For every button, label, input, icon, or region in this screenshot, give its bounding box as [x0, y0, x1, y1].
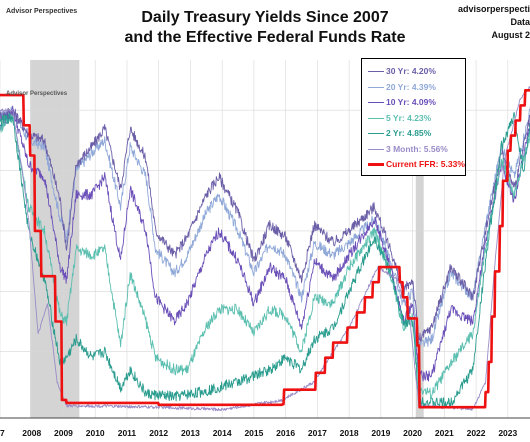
legend-swatch — [368, 86, 384, 88]
x-tick-label: 2020 — [403, 428, 422, 438]
legend-swatch — [368, 163, 384, 167]
series-layer — [0, 85, 530, 412]
legend-swatch — [368, 148, 384, 150]
legend-item-y10: 10 Yr: 4.09% — [368, 95, 436, 109]
legend-label: 10 Yr: 4.09% — [386, 97, 436, 107]
legend-item-y20: 20 Yr: 4.39% — [368, 80, 436, 94]
source-line2: Data — [510, 17, 530, 27]
x-tick-label: 2017 — [308, 428, 327, 438]
x-tick-label: 2018 — [340, 428, 359, 438]
legend-item-m3: 3 Month: 5.56% — [368, 142, 448, 156]
x-tick-label: 2022 — [467, 428, 486, 438]
x-tick-label: 2010 — [86, 428, 105, 438]
legend-item-y5: 5 Yr: 4.23% — [368, 111, 431, 125]
x-tick-label: 2016 — [276, 428, 295, 438]
chart-title-line2: and the Effective Federal Funds Rate — [124, 29, 406, 46]
x-tick-label: 2011 — [118, 428, 137, 438]
legend-label: 5 Yr: 4.23% — [386, 112, 432, 123]
legend-swatch — [368, 117, 384, 119]
legend: 30 Yr: 4.20% 20 Yr: 4.39% 10 Yr: 4.09% 5 Yr… — [361, 58, 466, 176]
series-line-y5 — [0, 113, 530, 400]
series-line-y30 — [0, 108, 530, 342]
x-tick-label: 2012 — [149, 428, 168, 438]
legend-label: 3 Month: 5.56% — [386, 143, 448, 154]
series-line-y20 — [0, 104, 530, 350]
brand-label: Advisor Perspectives — [6, 8, 78, 15]
x-tick-label: 2021 — [435, 428, 454, 438]
legend-label: 20 Yr: 4.39% — [386, 81, 436, 92]
x-tick-label: 7 — [0, 428, 5, 438]
x-tick-label: 2009 — [54, 428, 73, 438]
legend-item-y2: 2 Yr: 4.85% — [368, 126, 431, 140]
x-tick-label: 2014 — [213, 428, 232, 438]
x-tick-label: 2023 — [498, 428, 517, 438]
legend-label: 2 Yr: 4.85% — [386, 128, 432, 138]
brand-watermark: Advisor Perspectives — [6, 91, 68, 97]
chart-title-line1: Daily Treasury Yields Since 2007 — [141, 9, 389, 26]
legend-label: Current FFR: 5.33% — [386, 159, 465, 169]
x-tick-label: 2008 — [22, 428, 41, 438]
source-line3: August 2 — [491, 30, 530, 40]
series-line-y10 — [0, 105, 530, 382]
legend-swatch — [368, 71, 384, 73]
x-tick-label: 2013 — [181, 428, 200, 438]
legend-item-y30: 30 Yr: 4.20% — [368, 64, 436, 78]
chart-title: Daily Treasury Yields Since 2007 and the… — [120, 8, 410, 48]
axis-layer: 7 2008 2009 2010 2011 2012 2013 2014 2015 2016 201… — [0, 417, 530, 438]
legend-swatch — [368, 102, 384, 104]
series-line-ffr — [0, 89, 530, 409]
x-tick-label: 2015 — [244, 428, 263, 438]
legend-label: 30 Yr: 4.20% — [386, 66, 436, 76]
legend-item-ffr: Current FFR: 5.33% — [368, 157, 465, 171]
legend-swatch — [368, 133, 384, 135]
source-block: advisorperspecti Data August 2 — [438, 3, 530, 42]
source-line1: advisorperspecti — [457, 4, 530, 14]
x-tick-label: 2019 — [371, 428, 390, 438]
recession-band — [415, 60, 424, 418]
